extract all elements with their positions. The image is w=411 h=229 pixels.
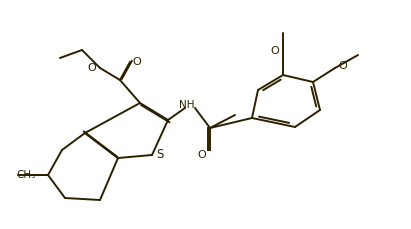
Text: O: O <box>88 63 96 73</box>
Text: O: O <box>339 61 347 71</box>
Text: CH₃: CH₃ <box>16 170 35 180</box>
Text: O: O <box>270 46 279 56</box>
Text: NH: NH <box>179 100 195 110</box>
Text: O: O <box>133 57 141 67</box>
Text: S: S <box>156 148 164 161</box>
Text: O: O <box>198 150 206 160</box>
